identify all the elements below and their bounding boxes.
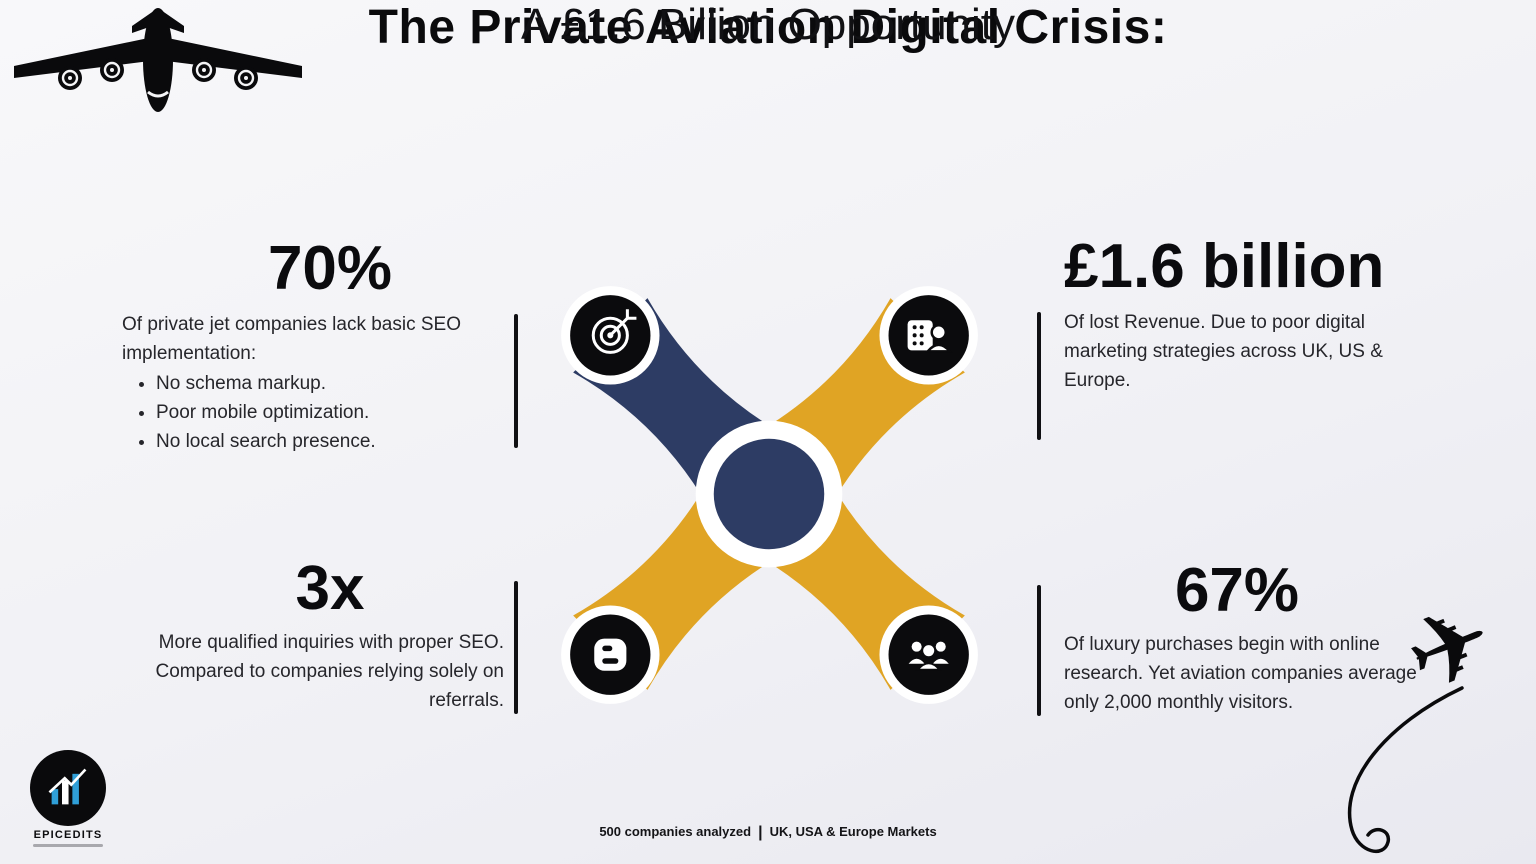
- footer-right-text: UK, USA & Europe Markets: [769, 824, 937, 839]
- bar-chart-logo-icon: [48, 768, 87, 805]
- bullet-item: Poor mobile optimization.: [156, 398, 514, 427]
- swoosh-trail: [1347, 686, 1464, 853]
- page-subtitle: A £1.6 Billion Opportunity: [520, 0, 1016, 49]
- blogger-icon: [561, 605, 660, 704]
- stat-top-left-description: Of private jet companies lack basic SEO …: [122, 310, 514, 456]
- stat-bottom-left-description: More qualified inquiries with proper SEO…: [155, 632, 504, 711]
- footer-left-text: 500 companies analyzed: [599, 824, 752, 839]
- stat-bottom-left-value: 3x: [295, 554, 365, 623]
- stat-top-left-text: Of private jet companies lack basic SEO …: [122, 314, 461, 364]
- people-group-icon: [879, 605, 978, 704]
- id-card-contact-icon: [879, 286, 978, 385]
- divider-top-right: [1037, 312, 1041, 440]
- divider-top-left: [514, 314, 518, 448]
- x-diagram: [561, 286, 978, 704]
- stat-bottom-right-description: Of luxury purchases begin with online re…: [1064, 634, 1417, 713]
- bullet-item: No local search presence.: [156, 427, 514, 456]
- stat-bottom-right-value: 67%: [1174, 556, 1300, 625]
- footer-separator: |: [758, 824, 763, 841]
- engine-icon: [58, 58, 258, 90]
- stat-top-right-value: £1.6 billion: [1064, 232, 1385, 301]
- target-dart-icon: [561, 286, 660, 385]
- stat-top-right-description: Of lost Revenue. Due to poor digital mar…: [1064, 312, 1383, 391]
- epicedits-logo: [30, 750, 106, 826]
- page-title: The Private Aviation Digital Crisis:: [368, 1, 1168, 54]
- divider-bottom-left: [514, 581, 518, 714]
- logo-wordmark: EPICEDITS: [33, 829, 103, 841]
- divider-bottom-right: [1037, 585, 1041, 716]
- stat-top-left-value: 70%: [267, 234, 393, 303]
- stat-top-left-bullet-list: No schema markup. Poor mobile optimizati…: [122, 369, 514, 456]
- airplane-top-view-icon: [14, 8, 302, 112]
- center-circle: [713, 438, 825, 550]
- bullet-item: No schema markup.: [156, 369, 514, 398]
- footer-note: 500 companies analyzed | UK, USA & Europe …: [0, 824, 1536, 842]
- logo-tagline: [33, 844, 103, 847]
